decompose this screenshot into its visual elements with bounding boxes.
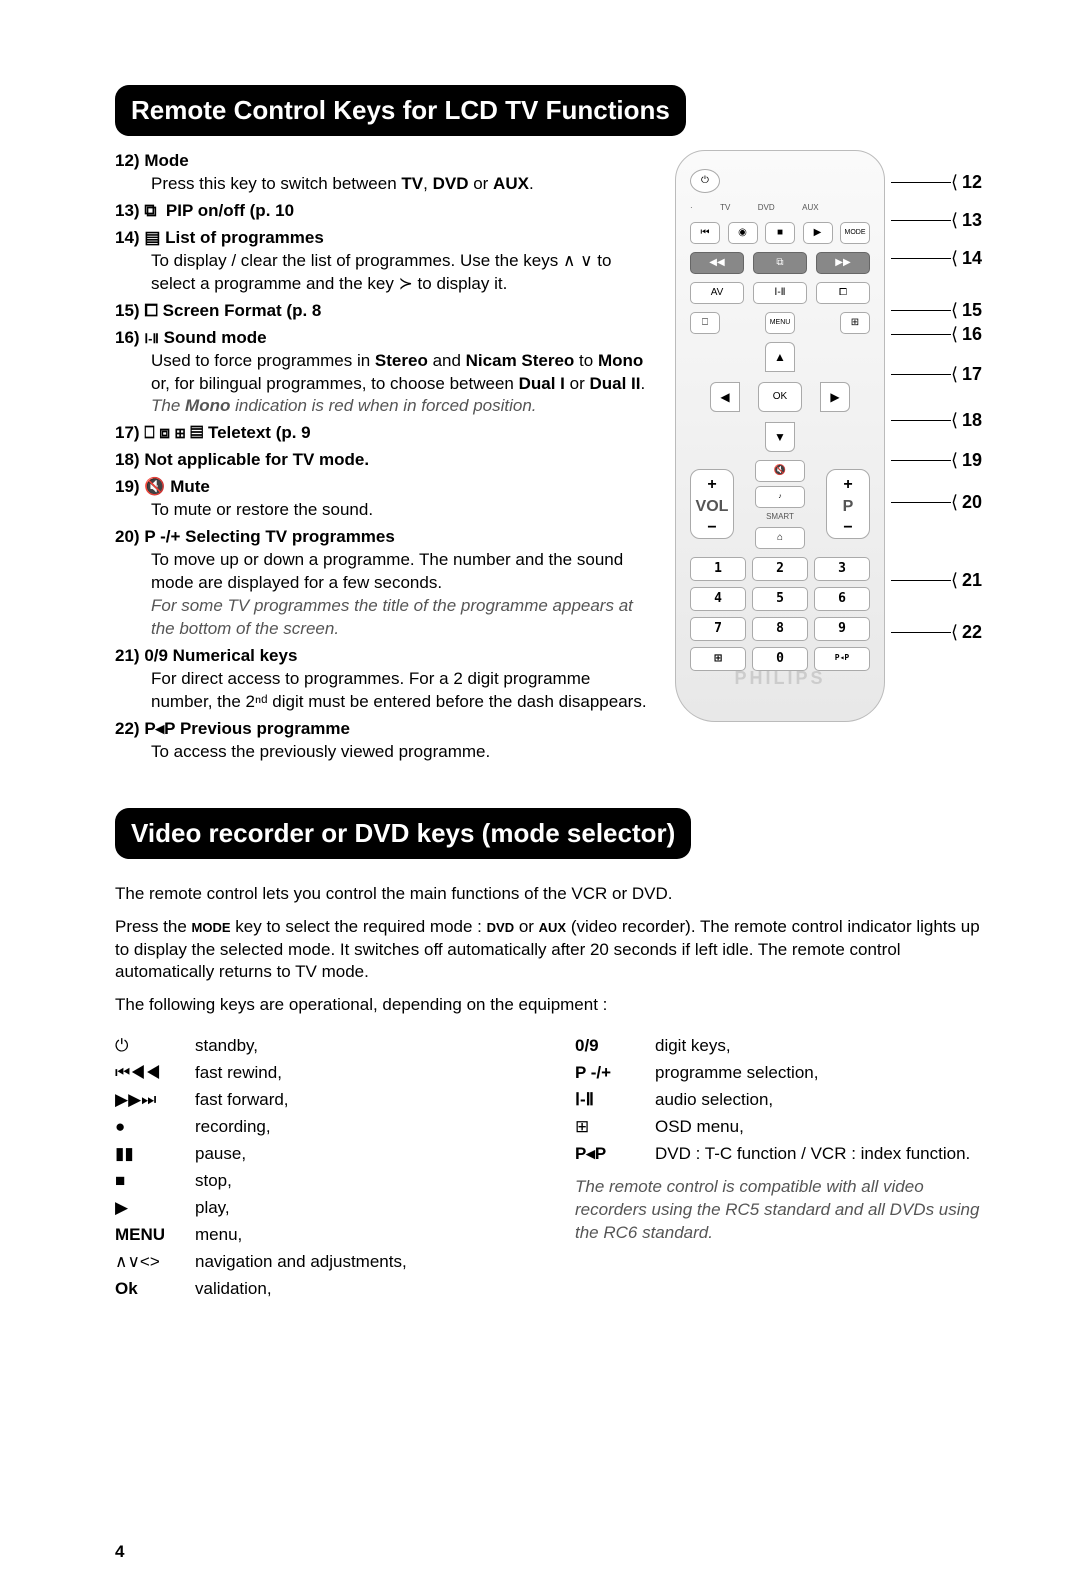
play-icon-btn: ▶: [803, 222, 833, 244]
keys-col-left: ⏻standby,⏮◀◀fast rewind,▶▶⏭fast forward,…: [115, 1035, 535, 1304]
item-13: 13) ⧉ PIP on/off (p. 10: [115, 200, 655, 223]
mode-btn: MODE: [840, 222, 870, 244]
item-18: 18) Not applicable for TV mode.: [115, 449, 655, 472]
sec2-p1: The remote control lets you control the …: [115, 883, 995, 906]
item-17: 17) ⎕ ⧈ ⊞ ▤ Teletext (p. 9: [115, 422, 655, 445]
ttx4-icon: ⊞: [840, 312, 870, 334]
item-20: 20) P -/+ Selecting TV programmes To mov…: [115, 526, 655, 641]
item-22: 22) P◂P Previous programme To access the…: [115, 718, 655, 764]
rewind-icon: ◀◀: [690, 252, 744, 274]
skip-back-icon: ⏮: [690, 222, 720, 244]
right-arrow-icon: ▶: [820, 382, 850, 412]
nav-pad: ▲ ▼ ◀ ▶ OK: [700, 342, 860, 452]
function-list: 12) Mode Press this key to switch betwee…: [115, 150, 655, 767]
item-16: 16) Ⅰ-Ⅱ Sound mode Used to force program…: [115, 327, 655, 419]
osd-icon: ⊞: [690, 647, 746, 671]
smart-btn: ♪: [755, 486, 805, 508]
numpad: 123 456 789 ⊞0P◂P: [690, 557, 870, 671]
ttx1-icon: ⎕: [690, 312, 720, 334]
keys-col-right: 0/9digit keys,P -/+programme selection,Ⅰ…: [575, 1035, 995, 1304]
up-arrow-icon: ▲: [765, 342, 795, 372]
section-banner-1: Remote Control Keys for LCD TV Functions: [115, 85, 686, 136]
item-12: 12) Mode Press this key to switch betwee…: [115, 150, 655, 196]
prog-rocker: +P−: [826, 469, 870, 539]
item-15: 15) ⧠ Screen Format (p. 8: [115, 300, 655, 323]
item-19: 19) 🔇 Mute To mute or restore the sound.: [115, 476, 655, 522]
av-btn: AV: [690, 282, 744, 304]
item-21: 21) 0/9 Numerical keys For direct access…: [115, 645, 655, 714]
tv-btn: ⌂: [755, 527, 805, 549]
format-btn: ⧠: [816, 282, 870, 304]
sec2-italic: The remote control is compatible with al…: [575, 1176, 995, 1245]
item-14: 14) ▤ List of programmes To display / cl…: [115, 227, 655, 296]
page-number: 4: [115, 1541, 124, 1564]
section-banner-2: Video recorder or DVD keys (mode selecto…: [115, 808, 691, 859]
rec-icon: ◉: [728, 222, 758, 244]
prev-prog-btn: P◂P: [814, 647, 870, 671]
mute-icon: 🔇: [755, 460, 805, 482]
stop-icon-btn: ■: [765, 222, 795, 244]
power-icon: ⏻: [690, 169, 720, 193]
sound-mode-btn: Ⅰ-Ⅱ: [753, 282, 807, 304]
ok-btn: OK: [758, 382, 802, 412]
vol-rocker: +VOL−: [690, 469, 734, 539]
sec2-p3: The following keys are operational, depe…: [115, 994, 995, 1017]
down-arrow-icon: ▼: [765, 422, 795, 452]
remote-diagram: ⏻ · TV DVD AUX ⏮ ◉ ■ ▶ MODE ◀◀ ⧉: [675, 150, 885, 722]
left-arrow-icon: ◀: [710, 382, 740, 412]
menu-btn: MENU: [765, 312, 795, 334]
sec2-p2: Press the MODE key to select the require…: [115, 916, 995, 985]
ffwd-icon: ▶▶: [816, 252, 870, 274]
pip-btn: ⧉: [753, 252, 807, 274]
